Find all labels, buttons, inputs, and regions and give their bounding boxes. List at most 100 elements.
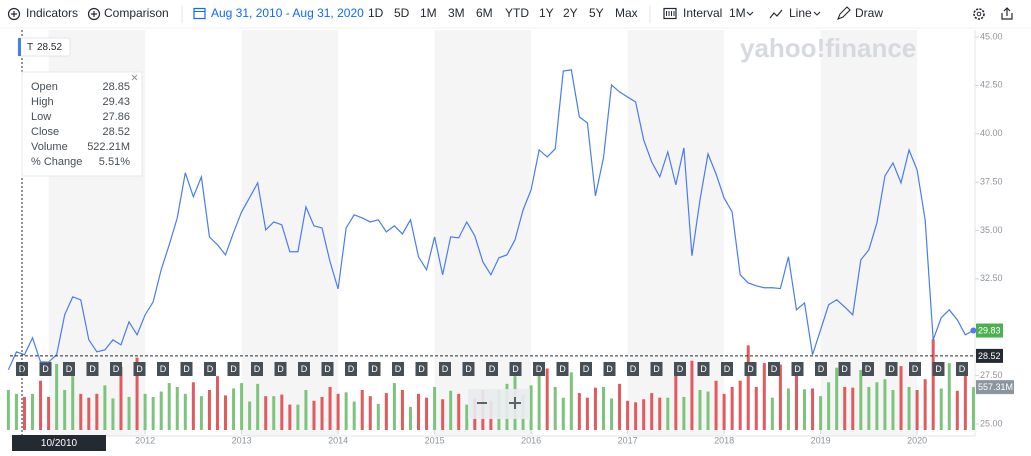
dividend-label: D [348,364,355,374]
tooltip-value: 28.85 [102,81,130,93]
volume-bar [127,396,131,430]
draw-button[interactable]: Draw [837,6,883,20]
volume-bar [714,380,718,430]
dividend-label: D [301,364,308,374]
dividend-marker [462,362,475,376]
dividend-label: D [559,364,566,374]
interval-button[interactable]: Interval 1M [663,6,754,20]
range-button[interactable]: 6M [476,6,493,20]
volume-bar [63,390,67,430]
dividend-marker [580,362,592,376]
volume-bar [786,388,790,430]
comparison-button[interactable]: Comparison [87,6,169,20]
volume-bar [368,396,372,430]
dividend-label: D [653,364,660,374]
volume-bar [449,390,453,430]
volume-bar [754,386,758,430]
date-range-button[interactable]: Aug 31, 2010 - Aug 31, 2020 [193,6,364,20]
volume-bar [135,357,139,430]
range-button[interactable]: 1M [420,6,437,20]
volume-bar [39,380,43,430]
volume-bar [851,387,855,430]
volume-bar [14,393,18,430]
range-button[interactable]: 5D [394,6,410,20]
tooltip-value: 5.51% [99,156,130,168]
symbol-chip: T 28.52 [17,37,71,57]
volume-bar [336,393,340,430]
dividend-label: D [277,364,284,374]
volume-bar [706,391,710,430]
dividend-label: D [324,364,331,374]
volume-bar [280,394,284,430]
tooltip-value: 29.43 [102,96,130,108]
volume-bar [819,396,823,430]
volume-bar [537,366,541,430]
date-range[interactable]: Aug 31, 2010 - Aug 31, 2020 [211,6,364,20]
dividend-label: D [606,364,613,374]
y-tick-label: 45.00 [980,31,1003,41]
volume-bar [207,390,211,430]
volume-bar [642,399,646,430]
volume-bar [674,371,678,430]
volume-bar [529,385,533,430]
volume-bar [384,393,388,430]
range-button[interactable]: 2Y [563,6,578,20]
dividend-label: D [536,364,543,374]
volume-bar [400,390,404,430]
settings-button[interactable] [973,8,985,20]
volume-bar [344,392,348,430]
tooltip-close[interactable] [131,74,138,81]
volume-bar [875,382,879,430]
volume-bar [256,383,260,430]
volume-bar [304,390,308,430]
dividend-marker [133,362,146,376]
volume-bar [47,396,51,430]
volume-bar [658,397,662,430]
interval-label[interactable]: Interval [683,6,722,20]
line-label[interactable]: Line [789,6,812,20]
tooltip-label: Close [31,126,59,138]
indicators-button[interactable]: Indicators [7,6,79,20]
indicators-label[interactable]: Indicators [26,6,78,20]
interval-value[interactable]: 1M [729,6,746,20]
line-button[interactable]: Line [769,6,821,20]
dividend-label: D [865,364,872,374]
symbol-price: 28.52 [37,42,62,53]
dividend-label: D [19,364,26,374]
dividend-marker [439,362,451,376]
volume-bar [939,388,943,430]
volume-bar [634,402,638,430]
volume-bar [577,393,581,430]
zoom-in[interactable] [509,397,521,409]
volume-bar [899,366,903,430]
dividend-label: D [959,364,966,374]
range-button[interactable]: 1D [368,6,384,20]
dividend-label: D [677,364,684,374]
comparison-label[interactable]: Comparison [104,6,169,20]
y-tick-label: 37.50 [980,176,1003,186]
dividend-marker [603,362,616,376]
volume-bar [923,379,927,430]
share-button[interactable] [1001,7,1013,20]
volume-bar [312,400,316,430]
range-button[interactable]: Max [615,6,638,20]
tooltip-label: Volume [31,141,68,153]
toolbar: Indicators Comparison Aug 31, 2010 - Aug… [7,5,1013,23]
volume-bar [569,372,573,430]
dividend-marker [368,362,381,376]
range-button[interactable]: 1Y [539,6,554,20]
dividend-marker [227,362,240,376]
price-line [7,69,974,371]
range-button[interactable]: 3M [448,6,465,20]
dividend-marker [298,362,310,376]
volume-bar [730,386,734,430]
y-tick-label: 35.00 [980,225,1003,235]
range-button[interactable]: YTD [505,6,529,20]
tooltip-value: 28.52 [102,126,130,138]
dividend-marker [909,362,921,376]
volume-bar [328,386,332,430]
range-button[interactable]: 5Y [589,6,604,20]
draw-label[interactable]: Draw [855,6,883,20]
dividend-marker [204,362,216,376]
